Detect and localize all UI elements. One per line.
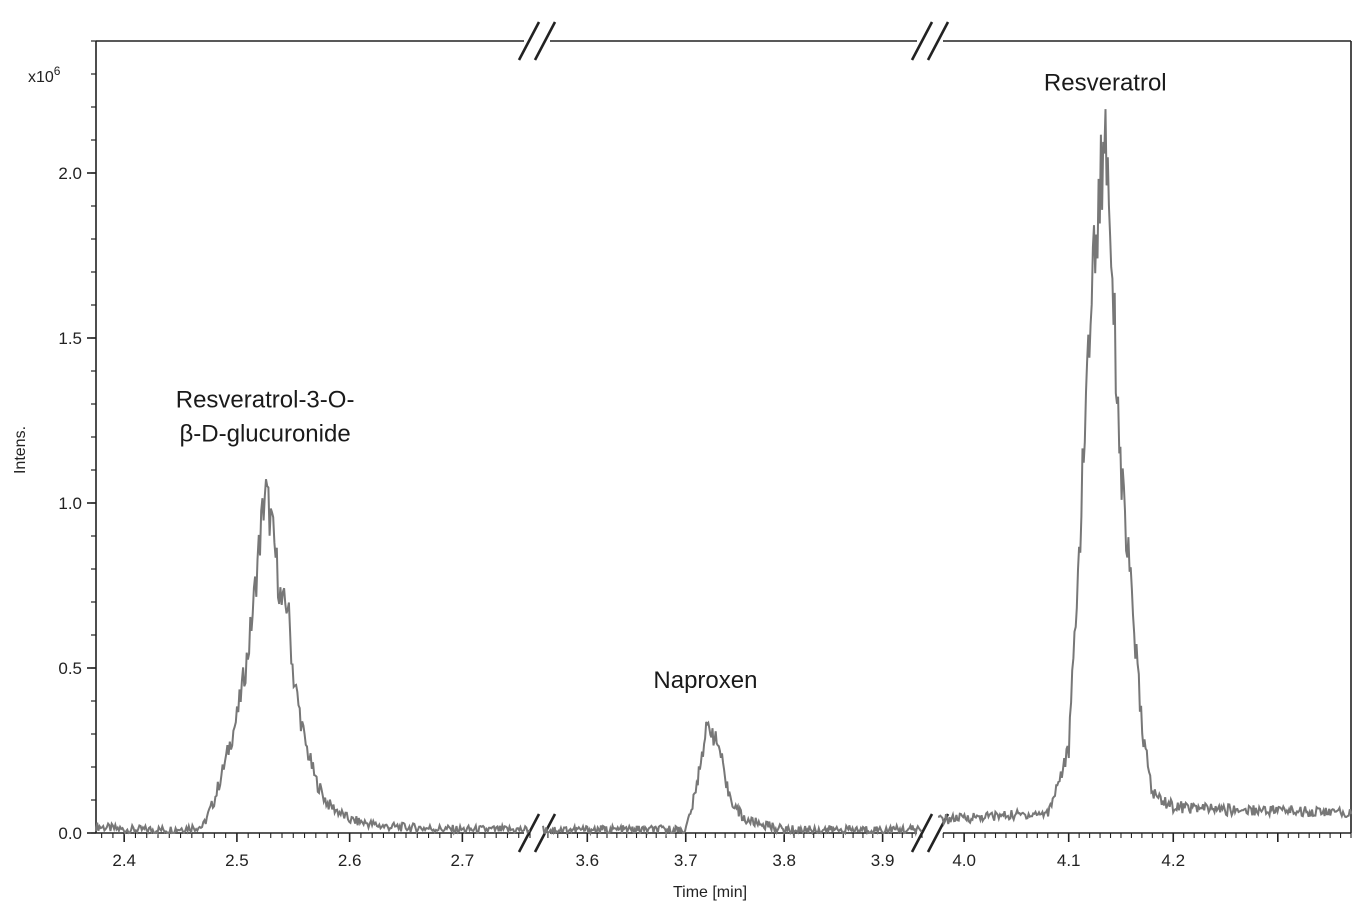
x-tick-label: 3.9 [871, 851, 895, 870]
axis-break-mark [910, 21, 934, 61]
peak-annotation: Naproxen [653, 667, 757, 694]
chromatogram-trace-segment [542, 720, 923, 837]
plot-area: 0.0 0.5 1.0 1.5 2.0 2.4 2.5 2.6 2.7 3.6 3.7 3.8 3.9 4… [58, 21, 1352, 870]
x-tick-label: 4.1 [1057, 851, 1081, 870]
peak-annotation: Resveratrol-3-O- [176, 386, 355, 413]
x-tick-label: 3.7 [674, 851, 698, 870]
x-axis-label: Time [min] [673, 884, 747, 901]
axis-break-gap [917, 38, 943, 44]
x-tick-label: 2.5 [225, 851, 249, 870]
axis-break-mark [926, 21, 950, 61]
axis-break-gap [524, 830, 550, 836]
axis-break-gap [524, 38, 550, 44]
x-tick-label: 2.7 [451, 851, 475, 870]
y-multiplier-base: x10 [28, 69, 54, 86]
y-axis-label: Intens. [12, 426, 29, 474]
y-tick-label: 0.5 [58, 659, 82, 678]
y-tick-label: 2.0 [58, 164, 82, 183]
y-axis-multiplier: x106 [28, 64, 61, 86]
chromatogram-trace-segment [95, 479, 531, 836]
chromatogram-trace-segment [937, 109, 1352, 827]
y-multiplier-exponent: 6 [54, 64, 61, 78]
x-tick-label: 2.6 [338, 851, 362, 870]
axis-break-gap [917, 830, 943, 836]
peak-annotation: Resveratrol [1044, 70, 1167, 97]
x-tick-label: 4.2 [1161, 851, 1185, 870]
x-tick-label: 2.4 [112, 851, 136, 870]
y-tick-label: 1.5 [58, 329, 82, 348]
x-tick-label: 3.8 [772, 851, 796, 870]
x-tick-label: 3.6 [575, 851, 599, 870]
axis-break-mark [517, 813, 541, 853]
axis-break-mark [517, 21, 541, 61]
x-tick-label: 4.0 [952, 851, 976, 870]
peak-annotation: β-D-glucuronide [179, 420, 350, 447]
y-tick-label: 0.0 [58, 824, 82, 843]
y-tick-label: 1.0 [58, 494, 82, 513]
axis-break-mark [533, 21, 557, 61]
